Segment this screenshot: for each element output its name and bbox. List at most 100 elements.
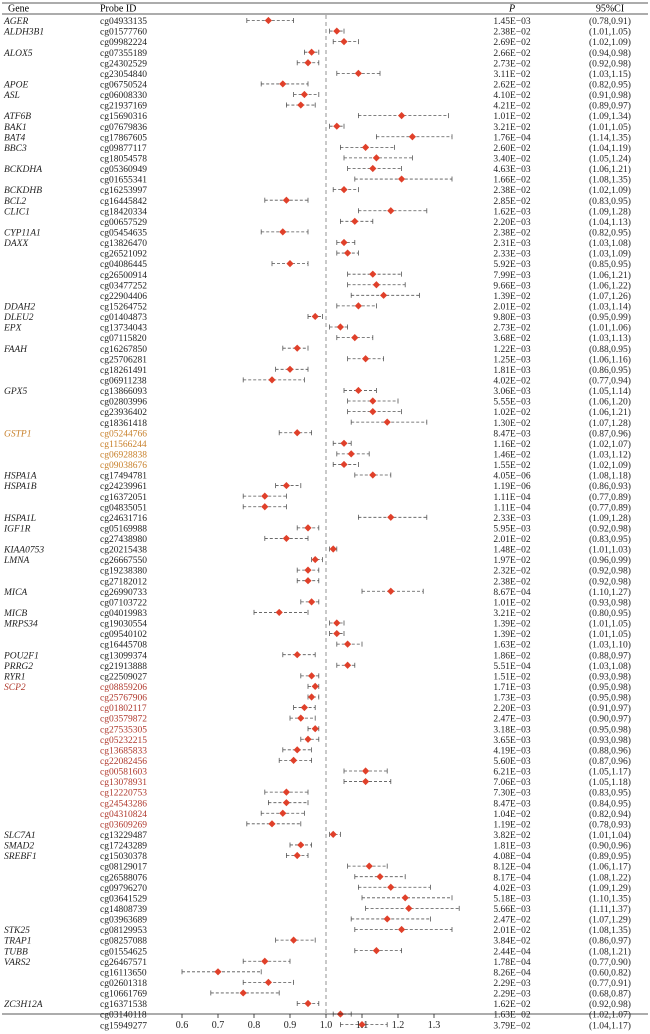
p-value: 1.02E−02 (493, 408, 531, 418)
forest-row: HSPA1A cg17494781 4.05E−06 (1.08,1.18) (3, 471, 631, 482)
ci-value: (1.11,1.37) (589, 904, 631, 915)
forest-row: ATF6B cg15690316 1.01E−02 (1.09,1.34) (3, 111, 631, 122)
ci-value: (0.91,0.97) (589, 703, 631, 714)
forest-row: cg23054840 3.11E−02 (1.03,1.15) (100, 69, 631, 80)
probe-label: cg26467571 (100, 958, 147, 968)
x-axis: 0.6 0.7 0.8 0.9 1.0 1.1 1.2 1.3 (176, 15, 441, 1031)
point-estimate (311, 312, 319, 321)
forest-row: GSTP1 cg05244766 8.47E−03 (0.87,0.96) (4, 428, 631, 439)
point-estimate (383, 915, 391, 923)
gene-label: ZC3H12A (4, 1000, 43, 1010)
gene-label: MICA (3, 588, 27, 598)
ci-value: (1.08,1.21) (589, 946, 631, 957)
forest-row: cg27438980 2.01E−02 (0.83,0.95) (100, 534, 631, 545)
p-value: 3.40E−02 (493, 155, 531, 165)
p-value: 8.67E−04 (493, 588, 531, 598)
p-value: 1.81E−03 (493, 366, 531, 376)
ci-value: (0.78,0.91) (589, 16, 631, 27)
forest-row: BCKDHB cg16253997 2.38E−02 (1.02,1.09) (4, 185, 631, 196)
ci-value: (0.77,0.90) (589, 957, 631, 968)
point-estimate (362, 777, 370, 786)
forest-row: SLC7A1 cg13229487 3.82E−02 (1.01,1.04) (4, 830, 631, 841)
forest-row: HSPA1L cg24631716 2.33E−03 (1.09,1.28) (3, 513, 631, 524)
point-estimate (282, 534, 290, 543)
probe-label: cg03609269 (100, 820, 147, 830)
ci-value: (1.08,1.35) (589, 925, 631, 936)
gene-label: POU2F1 (3, 651, 39, 661)
forest-row: cg14808739 5.66E−03 (1.11,1.37) (100, 904, 631, 915)
point-estimate (293, 429, 301, 437)
forest-row: cg07115820 3.68E−02 (1.03,1.13) (100, 333, 631, 344)
probe-label: cg05232215 (100, 736, 147, 746)
forest-row: cg03477252 9.66E−03 (1.06,1.22) (100, 280, 631, 291)
probe-label: cg13685833 (100, 746, 147, 756)
forest-row: cg09796270 4.02E−03 (1.09,1.29) (100, 883, 631, 894)
ci-value: (0.93,0.98) (589, 735, 631, 746)
forest-row: IGF1R cg05169988 5.95E−03 (0.92,0.98) (3, 523, 631, 534)
ci-value: (1.01,1.05) (589, 27, 631, 38)
p-value: 1.55E−02 (493, 461, 531, 471)
forest-row: cg22082456 5.60E−03 (0.87,0.96) (100, 756, 631, 767)
probe-label: cg21913888 (100, 662, 147, 672)
ci-value: (0.95,0.98) (589, 693, 631, 704)
ci-value: (1.06,1.21) (589, 164, 631, 175)
gene-label: TUBB (4, 947, 28, 957)
forest-row: cg07103722 1.01E−02 (0.93,0.98) (100, 597, 631, 608)
forest-row: cg01655341 1.66E−02 (1.08,1.35) (100, 175, 631, 186)
probe-label: cg03477252 (100, 281, 147, 291)
ci-value: (1.02,1.07) (589, 1010, 631, 1021)
point-estimate (329, 545, 337, 553)
p-value: 3.21E−02 (493, 123, 531, 133)
gene-label: PRRG2 (3, 662, 33, 672)
point-estimate (333, 619, 341, 627)
point-estimate (354, 386, 362, 395)
forest-row: SREBF1 cg15030378 4.08E−04 (0.89,0.95) (4, 851, 631, 862)
p-value: 1.63E−02 (493, 1011, 531, 1021)
ci-value: (0.87,0.96) (589, 428, 631, 439)
probe-label: cg16445842 (100, 197, 147, 207)
ci-value: (1.06,1.21) (589, 407, 631, 418)
gene-label: IGF1R (3, 524, 31, 534)
x-tick-label: 1.3 (428, 1020, 441, 1031)
ci-value: (1.03,1.09) (589, 249, 631, 260)
probe-label: cg06750524 (100, 81, 147, 91)
probe-label: cg07115820 (100, 334, 147, 344)
probe-label: cg05454635 (100, 229, 147, 239)
probe-label: cg22509027 (100, 672, 147, 682)
probe-label: cg26500914 (100, 271, 147, 281)
probe-label: cg06008330 (100, 91, 147, 101)
header-ci: 95%CI (596, 4, 624, 15)
ci-value: (1.08,1.22) (589, 872, 631, 883)
p-value: 6.21E−03 (493, 768, 531, 778)
forest-row: HSPA1B cg24239961 1.19E−06 (0.86,0.93) (3, 481, 631, 492)
forest-row: cg22904406 1.39E−02 (1.07,1.26) (100, 291, 631, 302)
gene-label: ASL (3, 91, 20, 101)
p-value: 2.01E−02 (493, 302, 531, 312)
p-value: 2.01E−02 (493, 535, 531, 545)
point-estimate (340, 38, 348, 46)
gene-label: EPX (3, 324, 23, 334)
ci-value: (0.96,0.99) (589, 555, 631, 566)
ci-value: (0.88,0.97) (589, 650, 631, 661)
probe-label: cg07355189 (100, 49, 147, 59)
ci-value: (0.86,0.93) (589, 481, 631, 492)
p-value: 1.25E−03 (493, 355, 531, 365)
ci-value: (1.04,1.19) (589, 143, 631, 154)
p-value: 1.62E−02 (493, 1000, 531, 1010)
p-value: 1.73E−03 (493, 694, 531, 704)
point-estimate (376, 873, 384, 881)
ci-value: (0.90,0.96) (589, 841, 631, 852)
ci-value: (0.92,0.98) (589, 999, 631, 1010)
probe-label: cg12220753 (100, 789, 147, 799)
forest-row: cg01802117 2.20E−03 (0.91,0.97) (100, 703, 631, 714)
probe-label: cg27438980 (100, 535, 147, 545)
ci-value: (0.92,0.98) (589, 58, 631, 69)
point-estimate (408, 133, 416, 141)
ci-value: (0.82,0.94) (589, 809, 631, 820)
gene-label: HSPA1B (3, 482, 37, 492)
probe-label: cg03140118 (100, 1011, 147, 1021)
forest-row: CLIC1 cg18420334 1.62E−03 (1.09,1.28) (4, 206, 631, 217)
probe-label: cg18420334 (100, 207, 147, 217)
p-value: 9.66E−03 (493, 281, 531, 291)
ci-value: (0.77,0.94) (589, 375, 631, 386)
